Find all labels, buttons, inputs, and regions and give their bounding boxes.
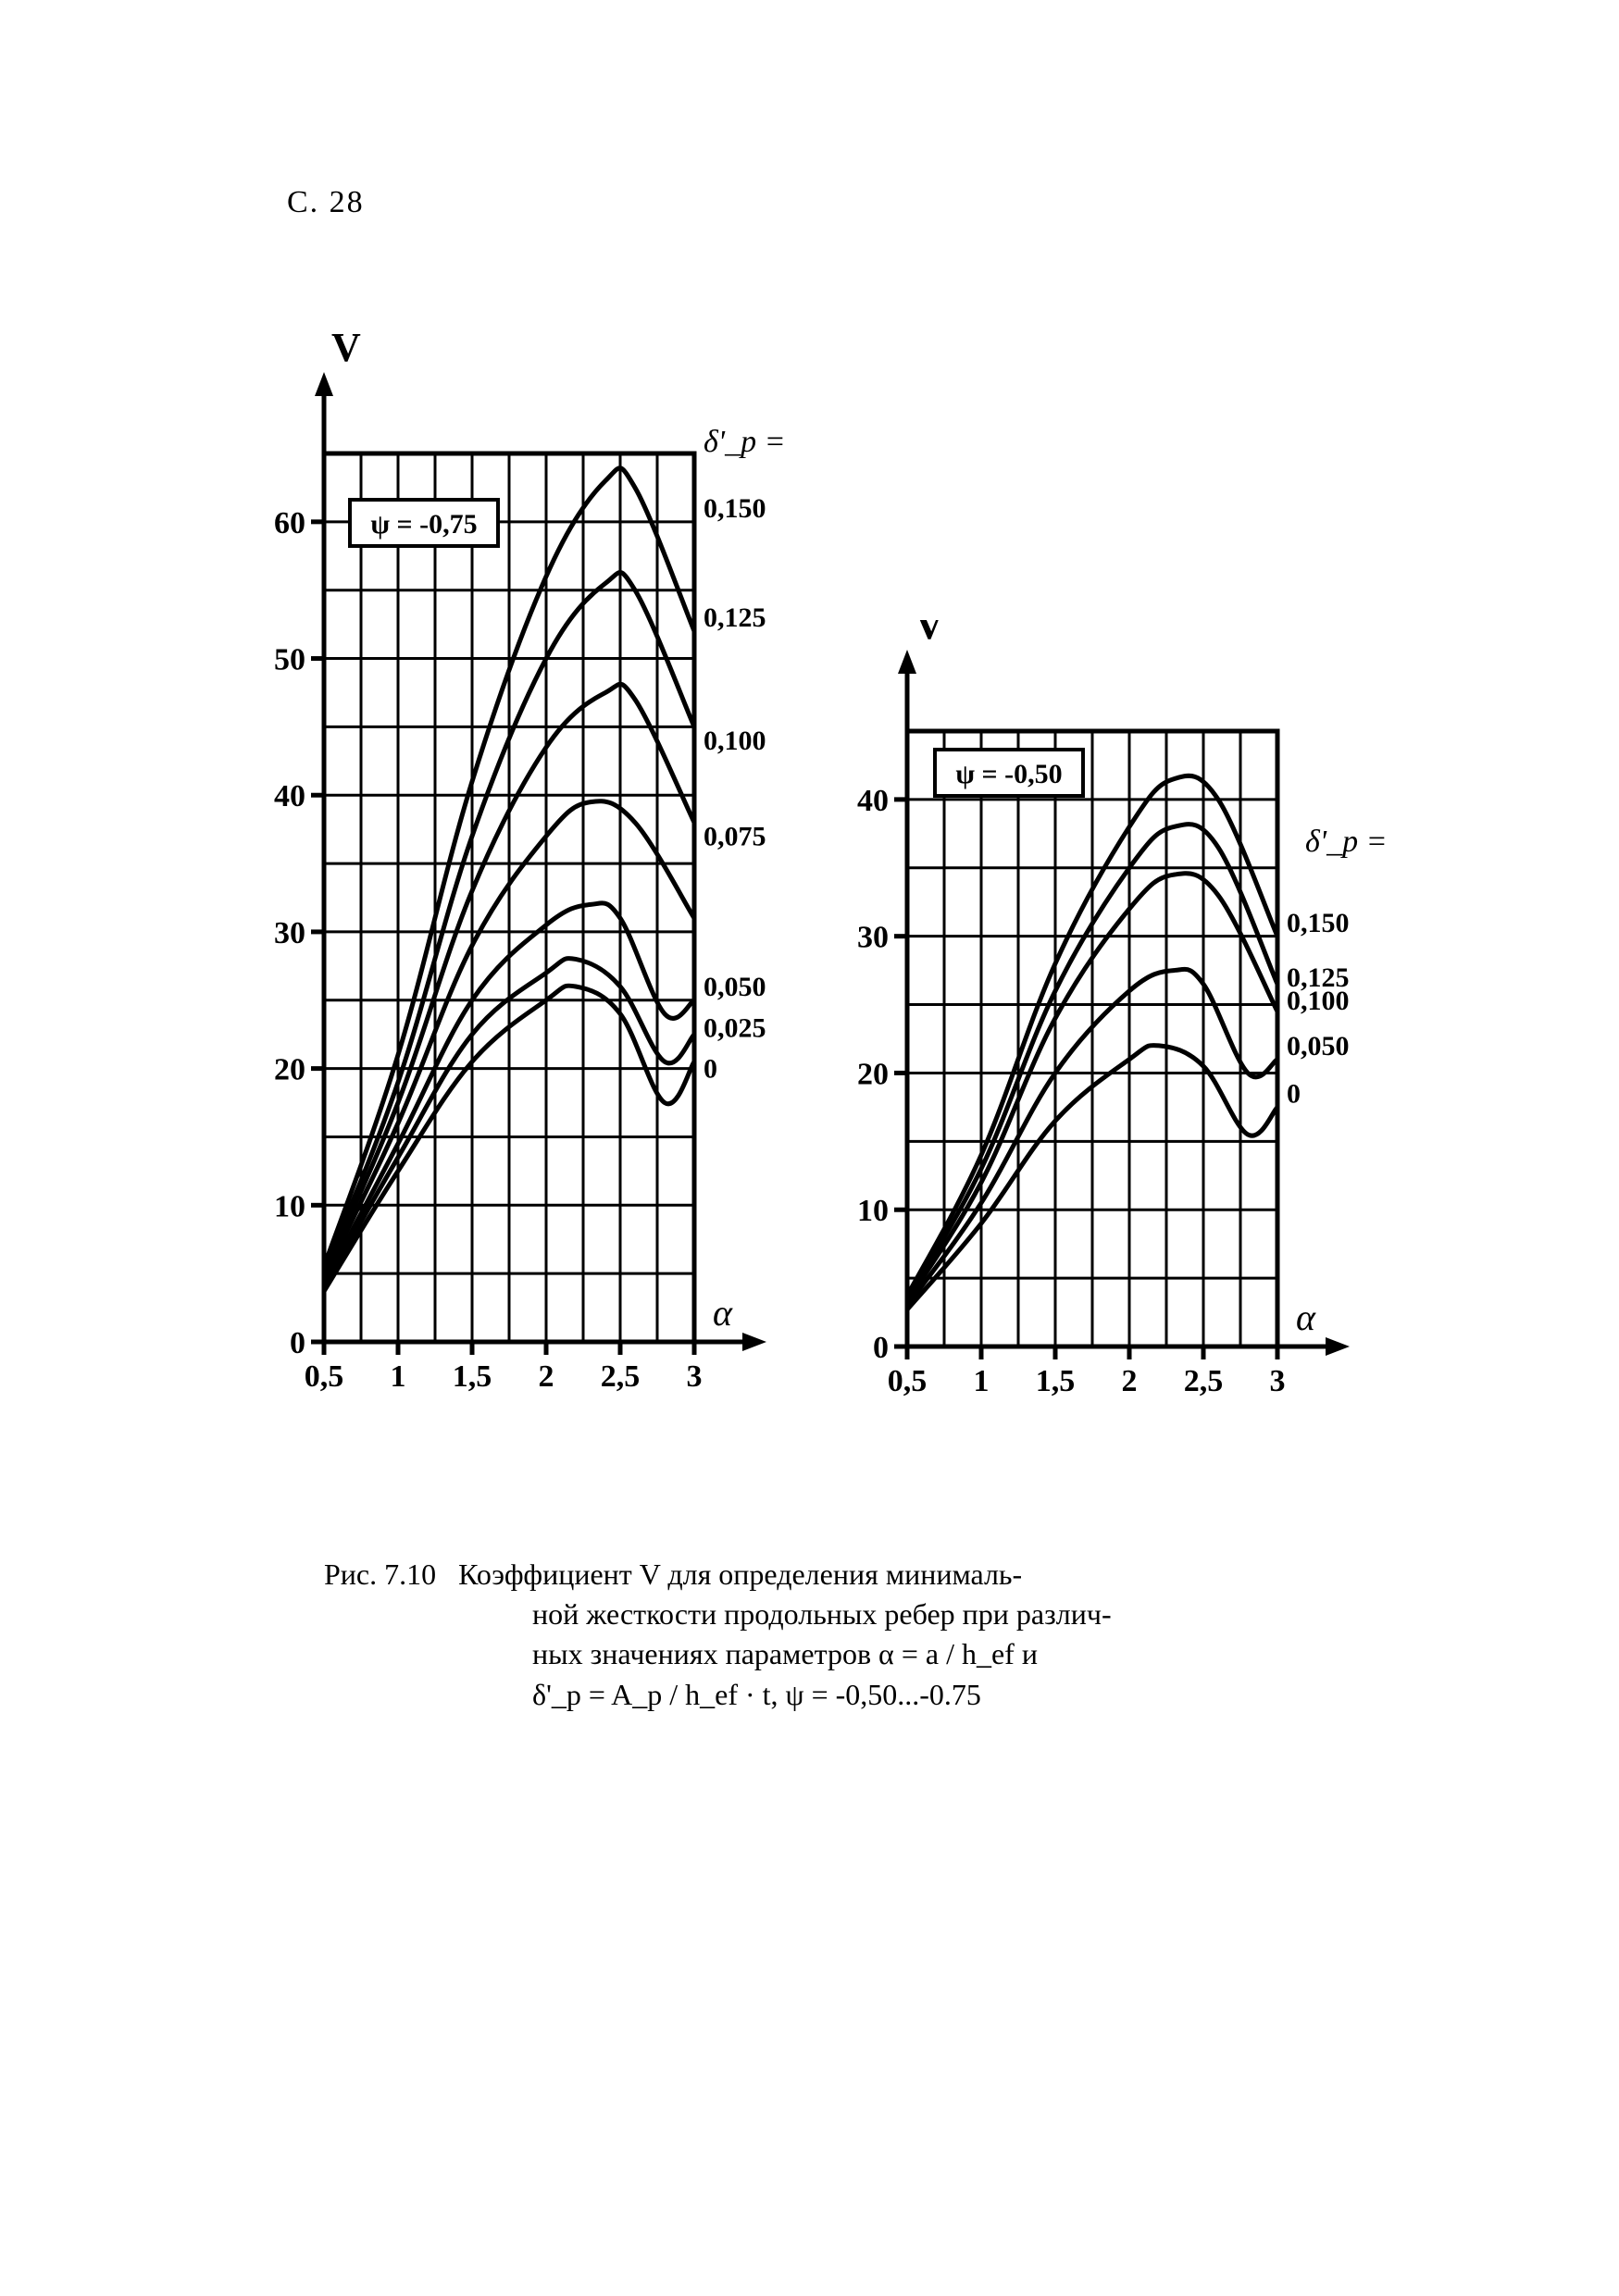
x-tick-label: 2 (539, 1359, 554, 1394)
caption-line2: ной жесткости продольных ребер при разли… (532, 1595, 1342, 1634)
param-label: δ'_p = (704, 425, 786, 459)
charts-container: 0,150 0,125 0,100 0,075 0,050 0,025 0 Vα 0,5 1 1,5… (241, 315, 1407, 1462)
y-tick-label: 10 (274, 1189, 305, 1223)
y-tick-label: 50 (274, 643, 305, 677)
x-axis-arrow (742, 1333, 766, 1351)
y-tick-label: 10 (857, 1194, 889, 1228)
curve-label: 0,150 (704, 493, 766, 524)
y-tick-label: 0 (873, 1331, 889, 1365)
y-axis-label: V (915, 620, 944, 648)
figure-caption: Рис. 7.10 Коэффициент V для определения … (324, 1555, 1342, 1715)
y-axis-arrow (898, 650, 916, 674)
y-tick-label: 30 (857, 921, 889, 955)
y-tick-label: 20 (274, 1053, 305, 1087)
curve-label: 0,100 (1287, 986, 1350, 1016)
x-tick-label: 2,5 (1184, 1364, 1224, 1398)
y-axis-arrow (315, 372, 333, 396)
curve-label: 0,050 (704, 972, 766, 1002)
caption-line1: Коэффициент V для определения минималь- (458, 1558, 1022, 1591)
curve-label: 0 (1287, 1079, 1301, 1110)
x-tick-label: 1,5 (453, 1359, 492, 1394)
caption-line4: δ'_p = A_p / h_ef · t, ψ = -0,50...-0.75 (532, 1675, 1342, 1715)
chart-left: 0,150 0,125 0,100 0,075 0,050 0,025 0 Vα 0,5 1 1,5… (241, 315, 833, 1444)
x-axis-arrow (1326, 1337, 1350, 1356)
y-tick-label: 60 (274, 506, 305, 540)
x-axis-label: α (1296, 1297, 1316, 1338)
y-axis-label: V (331, 325, 361, 370)
x-tick-label: 3 (687, 1359, 703, 1394)
curve-label: 0,075 (704, 822, 766, 852)
y-tick-label: 40 (274, 779, 305, 813)
y-tick-label: 30 (274, 916, 305, 950)
curve-label: 0,025 (704, 1012, 766, 1043)
y-tick-label: 40 (857, 784, 889, 818)
x-tick-label: 2 (1122, 1364, 1138, 1398)
curve-label: 0,050 (1287, 1031, 1350, 1061)
x-tick-label: 1 (974, 1364, 990, 1398)
x-tick-label: 1,5 (1036, 1364, 1076, 1398)
caption-line3: ных значениях параметров α = a / h_ef и (532, 1634, 1342, 1674)
param-label: δ'_p = (1305, 825, 1388, 859)
x-tick-label: 0,5 (305, 1359, 344, 1394)
y-tick-label: 20 (857, 1057, 889, 1091)
curve-label: 0 (704, 1054, 717, 1085)
legend-text: ψ = -0,75 (370, 509, 477, 540)
x-tick-label: 3 (1270, 1364, 1286, 1398)
caption-prefix: Рис. 7.10 (324, 1558, 436, 1591)
curve-label: 0,125 (704, 602, 766, 633)
x-tick-label: 1 (391, 1359, 406, 1394)
x-tick-label: 0,5 (888, 1364, 928, 1398)
curve-label: 0,150 (1287, 908, 1350, 938)
x-tick-label: 2,5 (601, 1359, 641, 1394)
page: С. 28 0,1500,1250,1000,0750,0500,0250Vα0… (0, 0, 1619, 2296)
curve-label: 0,100 (704, 726, 766, 756)
y-tick-label: 0 (290, 1326, 305, 1360)
legend-text: ψ = -0,50 (955, 759, 1062, 789)
page-number: С. 28 (287, 185, 365, 220)
x-axis-label: α (713, 1292, 733, 1334)
